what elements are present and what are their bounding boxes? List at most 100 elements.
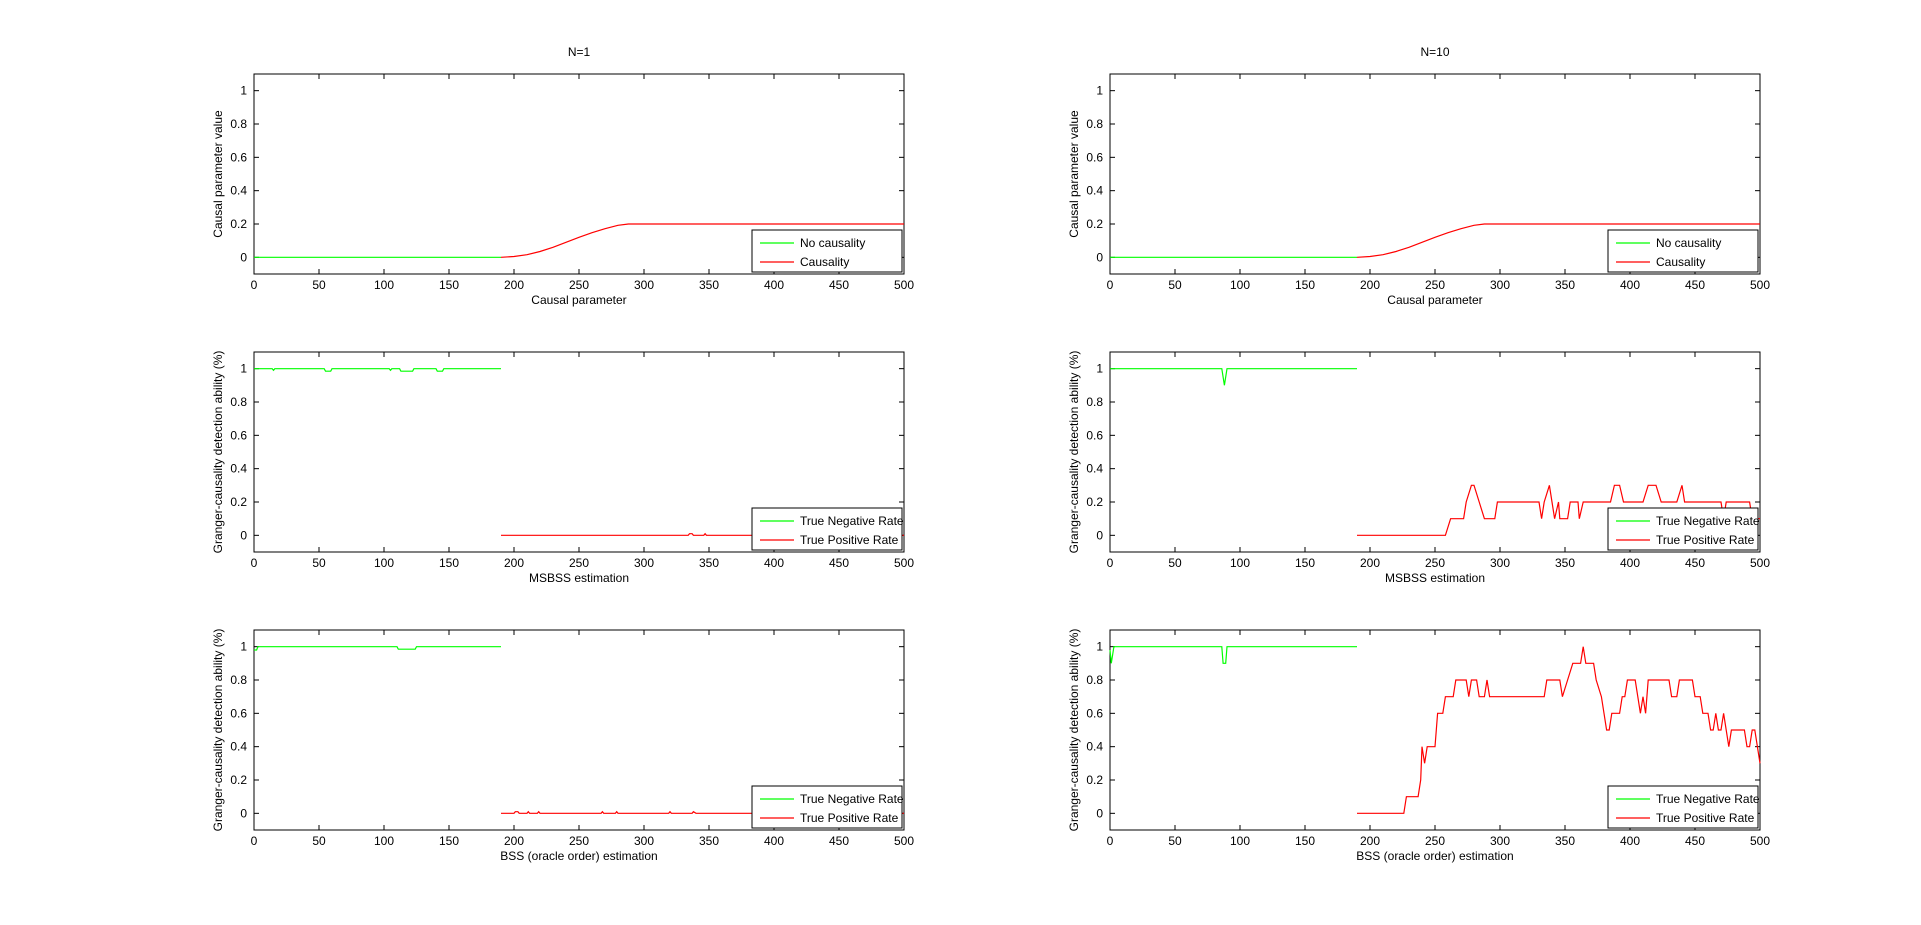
- legend-entry-label: Causality: [800, 255, 849, 269]
- subplot-bottom-left: 0 50 100 150 200 250 300 350 400 450 500 0 0.2 0.4 0.6…: [211, 629, 914, 863]
- y-axis-label: Granger-causality detection ability (%): [211, 629, 225, 832]
- x-tick-label: 350: [1555, 834, 1575, 848]
- x-axis-label: BSS (oracle order) estimation: [1356, 849, 1513, 863]
- y-tick-label: 1: [240, 84, 247, 98]
- legend: No causality Causality: [751, 229, 903, 273]
- x-tick-label: 300: [1490, 556, 1510, 570]
- x-tick-label: 50: [1168, 834, 1182, 848]
- x-tick-label: 300: [634, 834, 654, 848]
- x-tick-label: 200: [504, 278, 524, 292]
- x-tick-label: 250: [1425, 556, 1445, 570]
- x-tick-label: 450: [1685, 834, 1705, 848]
- y-tick-label: 0: [1096, 528, 1103, 542]
- x-tick-label: 500: [1750, 278, 1770, 292]
- x-tick-label: 450: [1685, 278, 1705, 292]
- y-tick-label: 0.2: [1086, 217, 1103, 231]
- series-line-positive: [500, 223, 904, 258]
- subplot-bottom-right: 0 50 100 150 200 250 300 350 400 450 500 0 0.2 0.4 0.6…: [1067, 629, 1770, 863]
- subplot-title: N=10: [1420, 45, 1449, 59]
- x-tick-label: 100: [374, 278, 394, 292]
- y-tick-label: 0.2: [230, 217, 247, 231]
- y-axis-label: Causal parameter value: [211, 110, 225, 238]
- series-line-negative: [1110, 368, 1357, 386]
- y-tick-label: 1: [240, 362, 247, 376]
- y-tick-label: 0.4: [1086, 462, 1103, 476]
- subplot-top-right: 0 50 100 150 200 250 300 350 400 450 500 0 0.2 0.4 0.6…: [1067, 45, 1770, 307]
- x-tick-label: 250: [569, 556, 589, 570]
- y-tick-label: 0.6: [230, 428, 247, 442]
- x-tick-label: 250: [1425, 278, 1445, 292]
- x-tick-label: 250: [1425, 834, 1445, 848]
- series-line-positive: [501, 810, 904, 814]
- y-tick-label: 0.2: [1086, 773, 1103, 787]
- y-tick-label: 0.4: [1086, 184, 1103, 198]
- legend: No causality Causality: [1607, 229, 1759, 273]
- legend-box: [751, 507, 903, 551]
- y-tick-label: 0.2: [1086, 495, 1103, 509]
- x-tick-label: 400: [1620, 278, 1640, 292]
- x-tick-label: 50: [1168, 556, 1182, 570]
- series-line-negative: [254, 646, 501, 651]
- x-tick-label: 0: [1107, 556, 1114, 570]
- x-axis-label: Causal parameter: [531, 293, 626, 307]
- legend-entry-label: True Negative Rate: [1656, 792, 1760, 806]
- legend-entry-label: True Positive Rate: [800, 533, 899, 547]
- series-line-negative: [254, 368, 501, 372]
- y-tick-label: 0: [240, 250, 247, 264]
- series-line-positive: [1357, 646, 1761, 814]
- x-tick-label: 450: [829, 278, 849, 292]
- x-tick-label: 450: [829, 834, 849, 848]
- x-tick-label: 500: [1750, 834, 1770, 848]
- x-tick-label: 100: [1230, 834, 1250, 848]
- series-line-positive: [1357, 484, 1760, 536]
- x-axis-label: Causal parameter: [1387, 293, 1482, 307]
- series-line-positive: [1356, 223, 1760, 258]
- legend-entry-label: True Positive Rate: [1656, 533, 1755, 547]
- y-tick-label: 0.4: [230, 184, 247, 198]
- x-tick-label: 100: [1230, 556, 1250, 570]
- x-tick-label: 250: [569, 278, 589, 292]
- x-tick-label: 200: [1360, 556, 1380, 570]
- subplot-middle-left: 0 50 100 150 200 250 300 350 400 450 500 0 0.2 0.4 0.6…: [211, 351, 914, 585]
- x-axis-label: BSS (oracle order) estimation: [500, 849, 657, 863]
- y-tick-label: 1: [1096, 362, 1103, 376]
- legend-box: [751, 785, 903, 829]
- y-tick-label: 0.6: [230, 150, 247, 164]
- x-tick-label: 150: [439, 556, 459, 570]
- y-tick-label: 0.4: [1086, 740, 1103, 754]
- subplot-top-left: 0 50 100 150 200 250 300 350 400 450 500 0 0.2 0.4 0.6…: [211, 45, 914, 307]
- x-tick-label: 200: [504, 834, 524, 848]
- y-tick-label: 0.8: [1086, 395, 1103, 409]
- legend-entry-label: Causality: [1656, 255, 1705, 269]
- x-tick-label: 0: [1107, 834, 1114, 848]
- y-tick-label: 0.8: [1086, 673, 1103, 687]
- legend-entry-label: True Negative Rate: [800, 792, 904, 806]
- legend-box: [1607, 507, 1759, 551]
- x-tick-label: 450: [1685, 556, 1705, 570]
- x-tick-label: 100: [1230, 278, 1250, 292]
- x-tick-label: 400: [1620, 556, 1640, 570]
- series-line-negative: [1109, 646, 1357, 664]
- x-tick-label: 500: [894, 278, 914, 292]
- y-axis-label: Granger-causality detection ability (%): [1067, 351, 1081, 554]
- x-tick-label: 300: [1490, 278, 1510, 292]
- legend-entry-label: True Negative Rate: [800, 514, 904, 528]
- x-tick-label: 100: [374, 556, 394, 570]
- y-tick-label: 0.4: [230, 740, 247, 754]
- y-tick-label: 0.8: [230, 117, 247, 131]
- legend: True Negative Rate True Positive Rate: [751, 507, 904, 551]
- x-axis-label: MSBSS estimation: [529, 571, 629, 585]
- x-tick-label: 150: [1295, 278, 1315, 292]
- series-line-positive: [501, 532, 904, 536]
- x-tick-label: 350: [1555, 278, 1575, 292]
- x-tick-label: 450: [829, 556, 849, 570]
- x-tick-label: 400: [764, 278, 784, 292]
- x-axis-label: MSBSS estimation: [1385, 571, 1485, 585]
- x-tick-label: 300: [634, 278, 654, 292]
- y-tick-label: 0.6: [1086, 428, 1103, 442]
- legend-box: [1607, 785, 1759, 829]
- subplot-title: N=1: [568, 45, 591, 59]
- x-tick-label: 50: [312, 278, 326, 292]
- y-tick-label: 0: [240, 528, 247, 542]
- x-tick-label: 200: [1360, 278, 1380, 292]
